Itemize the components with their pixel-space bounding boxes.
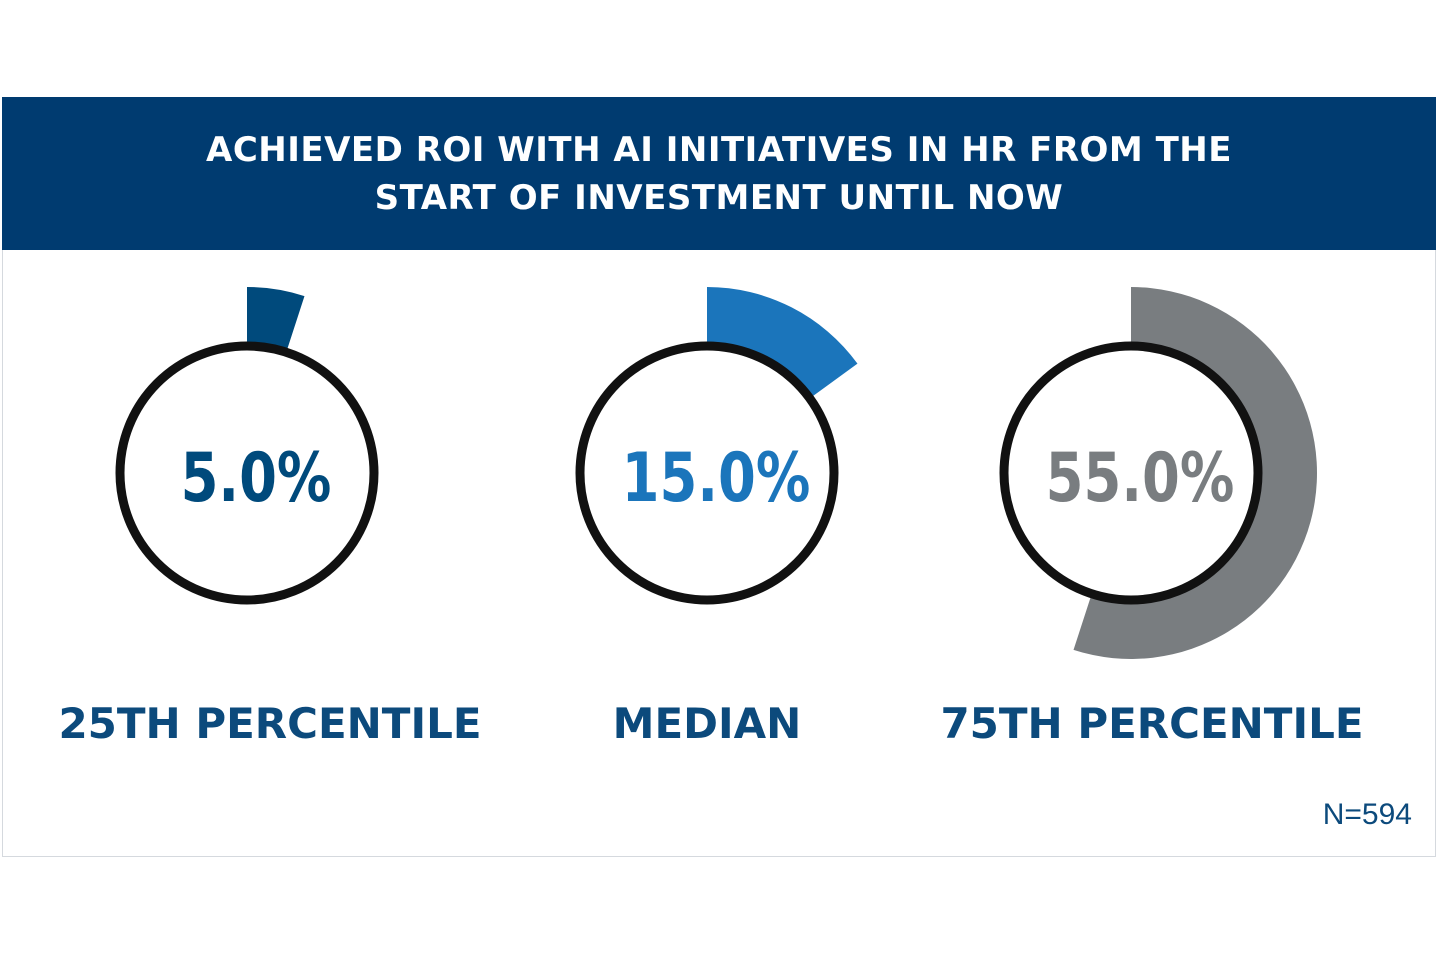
value-arc-75th-percentile [1073, 287, 1318, 659]
value-label-median: 15.0% [622, 438, 811, 518]
value-arc-25th-percentile [247, 287, 305, 353]
gauge-ring-25th-percentile [115, 341, 379, 605]
title-line-2: START OF INVESTMENT UNTIL NOW [374, 177, 1064, 218]
title-banner-background [2, 97, 1436, 250]
category-label-median: MEDIAN [612, 699, 802, 748]
title-banner: ACHIEVED ROI WITH AI INITIATIVES IN HR F… [2, 97, 1436, 250]
value-arc-median [707, 287, 858, 399]
title-line-1: ACHIEVED ROI WITH AI INITIATIVES IN HR F… [206, 129, 1232, 170]
gauge-ring-75th-percentile [999, 341, 1263, 605]
category-label-25th-percentile: 25TH PERCENTILE [58, 699, 482, 748]
value-label-25th-percentile: 5.0% [181, 438, 332, 518]
gauge-ring-median [575, 341, 839, 605]
sample-size-label: N=594 [1322, 798, 1412, 831]
value-label-75th-percentile: 55.0% [1046, 438, 1235, 518]
category-label-75th-percentile: 75TH PERCENTILE [940, 699, 1364, 748]
